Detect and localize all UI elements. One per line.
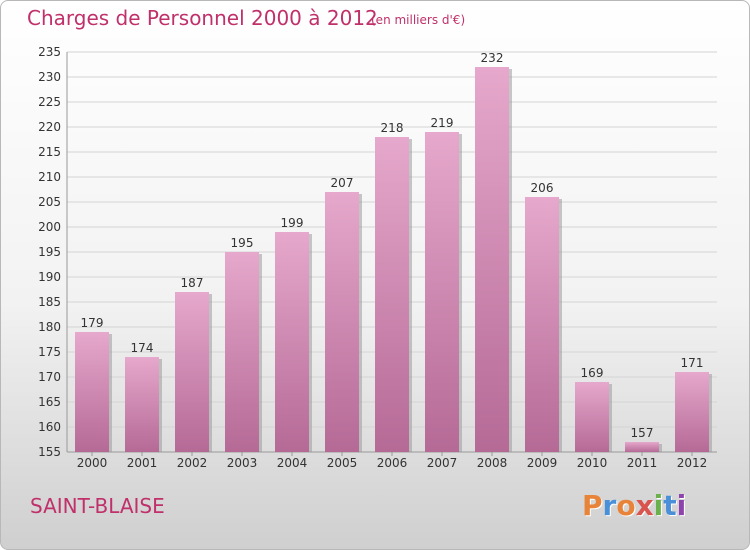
bar-value-label: 179 [81,316,104,330]
y-tick-label: 225 [38,95,61,109]
y-tick-label: 220 [38,120,61,134]
bar-2006 [375,137,409,452]
x-tick-label: 2002 [177,456,208,470]
logo-letter: o [616,489,636,522]
bar-value-label: 174 [131,341,154,355]
logo-letter: i [676,489,687,522]
x-tick-label: 2000 [77,456,108,470]
y-tick-label: 205 [38,195,61,209]
bar-2011 [625,442,659,452]
bar-value-label: 218 [381,121,404,135]
x-tick-label: 2012 [677,456,708,470]
x-tick-label: 2003 [227,456,258,470]
y-tick-label: 235 [38,45,61,59]
bar-2008 [475,67,509,452]
bar-value-label: 195 [231,236,254,250]
bar-2000 [75,332,109,452]
y-tick-label: 190 [38,270,61,284]
bar-value-label: 171 [681,356,704,370]
y-tick-label: 180 [38,320,61,334]
bar-value-label: 157 [631,426,654,440]
y-tick-label: 215 [38,145,61,159]
bar-value-label: 207 [331,176,354,190]
bar-value-label: 199 [281,216,304,230]
chart-title: Charges de Personnel 2000 à 2012 [27,6,378,30]
bar-value-label: 232 [481,51,504,65]
logo-letter: t [663,489,677,522]
bar-2004 [275,232,309,452]
y-tick-label: 195 [38,245,61,259]
x-tick-label: 2004 [277,456,308,470]
y-tick-label: 230 [38,70,61,84]
logo-letter: x [635,489,654,522]
y-tick-label: 210 [38,170,61,184]
bar-2012 [675,372,709,452]
x-tick-label: 2011 [627,456,658,470]
y-tick-label: 170 [38,370,61,384]
x-tick-label: 2006 [377,456,408,470]
bar-value-label: 187 [181,276,204,290]
chart-subtitle: (en milliers d'€) [371,13,466,27]
city-name: SAINT-BLAISE [30,494,165,518]
y-tick-label: 185 [38,295,61,309]
x-tick-label: 2009 [527,456,558,470]
x-tick-label: 2008 [477,456,508,470]
bar-value-label: 219 [431,116,454,130]
bar-value-label: 169 [581,366,604,380]
bar-2010 [575,382,609,452]
bar-2003 [225,252,259,452]
y-tick-label: 160 [38,420,61,434]
bar-2009 [525,197,559,452]
x-tick-label: 2001 [127,456,158,470]
x-tick-label: 2005 [327,456,358,470]
y-tick-label: 155 [38,445,61,459]
bar-value-label: 206 [531,181,554,195]
y-tick-label: 200 [38,220,61,234]
logo-letter: r [602,489,617,522]
x-tick-label: 2010 [577,456,608,470]
logo-letter: P [582,489,603,522]
y-tick-label: 175 [38,345,61,359]
bar-2007 [425,132,459,452]
proxiti-logo: Proxiti [582,489,686,522]
x-tick-label: 2007 [427,456,458,470]
y-tick-label: 165 [38,395,61,409]
bar-2002 [175,292,209,452]
bar-2001 [125,357,159,452]
logo-letter: i [653,489,664,522]
bar-2005 [325,192,359,452]
